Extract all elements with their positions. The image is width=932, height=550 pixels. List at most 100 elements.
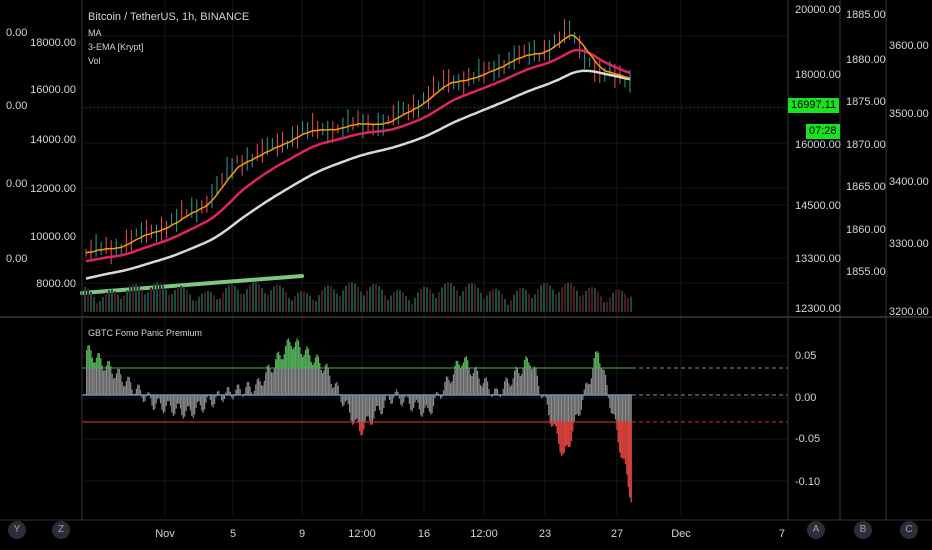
volume-bar <box>111 289 113 312</box>
premium-pane[interactable]: GBTC Fomo Panic Premium <box>82 328 788 503</box>
premium-bar <box>140 390 142 395</box>
volume-bar <box>294 295 296 312</box>
premium-bar <box>122 386 125 395</box>
volume-bar <box>387 299 389 312</box>
premium-bar <box>202 395 204 413</box>
axis-button-z[interactable]: Z <box>52 521 70 539</box>
premium-bar <box>472 372 474 395</box>
premium-bar <box>169 395 172 406</box>
volume-bar <box>123 295 125 312</box>
fomo-bar <box>266 366 268 368</box>
axis-c-tick: 3600.00 <box>889 40 929 52</box>
premium-bar <box>411 395 413 412</box>
axis-a-tick: 13300.00 <box>795 253 841 265</box>
premium-bar <box>458 364 460 395</box>
axis-button-c[interactable]: C <box>900 521 918 539</box>
volume-bar <box>342 290 344 312</box>
premium-bar <box>477 370 479 395</box>
indicator-3ema[interactable]: 3-EMA [Krypt] <box>88 42 144 52</box>
volume-bar <box>408 300 410 312</box>
fomo-bar <box>283 354 285 368</box>
premium-bar <box>428 395 430 412</box>
premium-bar <box>327 367 329 395</box>
premium-bar <box>401 395 403 407</box>
premium-bar <box>110 366 112 395</box>
premium-bar <box>381 395 383 414</box>
axis-b-tick: 1860.00 <box>846 224 886 236</box>
volume-bar <box>330 286 332 312</box>
premium-bar <box>174 395 176 415</box>
premium-bar <box>535 368 537 395</box>
premium-bar <box>282 359 284 395</box>
premium-bar <box>124 385 126 395</box>
volume-bar <box>309 295 311 312</box>
premium-bar <box>390 395 392 404</box>
premium-bar <box>552 395 554 426</box>
premium-bar <box>485 377 487 395</box>
premium-bar <box>314 357 317 395</box>
premium-bar <box>229 391 231 395</box>
fomo-bar <box>98 353 100 368</box>
trend-line[interactable] <box>80 274 304 295</box>
volume-bar <box>99 301 101 312</box>
volume-bar <box>384 295 386 312</box>
premium-bar <box>361 395 364 435</box>
panic-bar <box>363 422 365 430</box>
fomo-bar <box>303 354 305 368</box>
volume-bar <box>522 288 524 312</box>
fomo-bar <box>105 365 108 368</box>
premium-bar <box>366 395 368 417</box>
volume-bar <box>393 291 395 312</box>
volume-bar <box>420 288 422 312</box>
price-pane[interactable]: Bitcoin / TetherUS, 1h, BINANCE MA 3-EMA… <box>80 11 788 312</box>
left-axis-label: 0.00 <box>6 253 27 265</box>
premium-bar <box>277 351 280 395</box>
left-axis-label: 0.00 <box>6 178 27 190</box>
premium-bar <box>509 386 511 395</box>
volume-bar <box>201 293 203 312</box>
premium-bar <box>447 376 449 395</box>
premium-bar <box>580 395 583 410</box>
volume-bar <box>564 283 566 312</box>
premium-bar <box>422 395 425 414</box>
fomo-bar <box>533 366 536 368</box>
volume-bar <box>459 295 461 312</box>
axis-button-y[interactable]: Y <box>8 521 26 539</box>
indicator-ma[interactable]: MA <box>88 28 102 38</box>
premium-bar <box>259 381 261 395</box>
fomo-bar <box>91 357 93 368</box>
premium-bar <box>455 360 457 395</box>
volume-bar <box>597 291 599 312</box>
fomo-bar <box>290 346 292 368</box>
fomo-bar <box>287 338 290 368</box>
premium-bar <box>238 384 240 395</box>
left-axis-label: 0.00 <box>6 27 27 39</box>
volume-bar <box>627 298 629 312</box>
volume-bar <box>588 288 590 312</box>
premium-bar <box>235 389 237 395</box>
premium-bar <box>468 367 470 395</box>
volume-bar <box>498 290 500 312</box>
volume-bar <box>609 297 611 312</box>
premium-bar <box>120 374 122 395</box>
axis-c-tick: 3500.00 <box>889 108 929 120</box>
premium-bar <box>367 395 369 417</box>
fomo-bar <box>599 363 601 368</box>
premium-bar <box>256 379 258 395</box>
premium-bar <box>204 395 206 410</box>
volume-bar <box>624 293 626 312</box>
premium-bar <box>289 342 291 395</box>
indicator-vol[interactable]: Vol <box>88 56 101 66</box>
volume-bar <box>492 288 494 312</box>
ema-mid-line <box>85 49 631 263</box>
volume-bar <box>351 282 353 312</box>
axis-button-a[interactable]: A <box>807 521 825 539</box>
premium-bar <box>363 395 365 430</box>
volume-bar <box>258 284 260 312</box>
premium-bar <box>182 395 184 419</box>
axis-button-b[interactable]: B <box>854 521 872 539</box>
volume-bar <box>186 289 188 312</box>
panic-bar <box>560 422 563 456</box>
premium-bar <box>118 368 120 395</box>
